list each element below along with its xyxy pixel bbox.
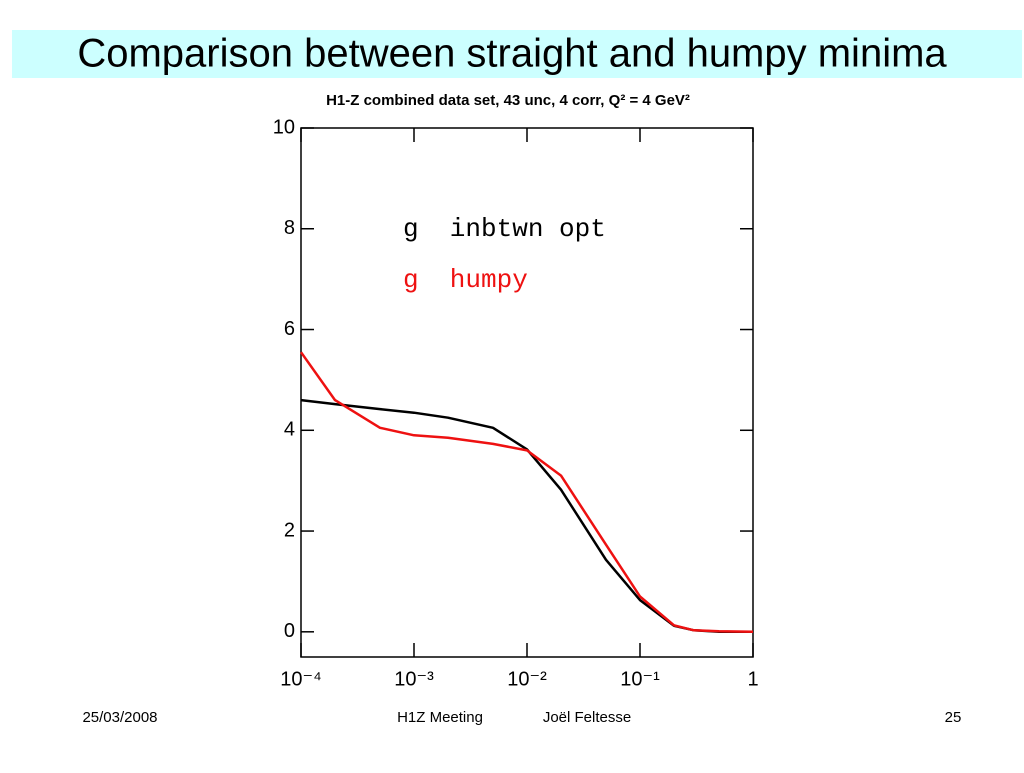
y-tick-label: 8: [284, 217, 295, 239]
series-line: [300, 398, 753, 634]
title-band: [12, 30, 1022, 78]
footer-date: 25/03/2008: [82, 709, 157, 726]
legend-entry: g humpy: [403, 265, 528, 295]
chart-title: H1-Z combined data set, 43 unc, 4 corr, …: [326, 92, 690, 109]
series-line: [299, 351, 754, 634]
slide-title: Comparison between straight and humpy mi…: [77, 32, 947, 76]
y-tick-label: 4: [284, 419, 295, 441]
plot-frame: [300, 127, 754, 658]
y-tick-label: 0: [284, 620, 295, 642]
x-tick-label: 10⁻³: [394, 668, 434, 690]
x-tick-label: 10⁻⁴: [280, 668, 321, 690]
footer-page: 25: [945, 709, 962, 726]
y-tick-label: 10: [273, 116, 295, 138]
x-tick-label: 1: [747, 668, 758, 690]
y-tick-label: 6: [284, 318, 295, 340]
footer-meeting: H1Z Meeting: [397, 709, 483, 726]
footer-author: Joël Feltesse: [543, 709, 631, 726]
x-tick-label: 10⁻²: [507, 668, 547, 690]
x-tick-label: 10⁻¹: [620, 668, 660, 690]
y-tick-label: 2: [284, 519, 295, 541]
legend-entry: g inbtwn opt: [403, 214, 606, 244]
